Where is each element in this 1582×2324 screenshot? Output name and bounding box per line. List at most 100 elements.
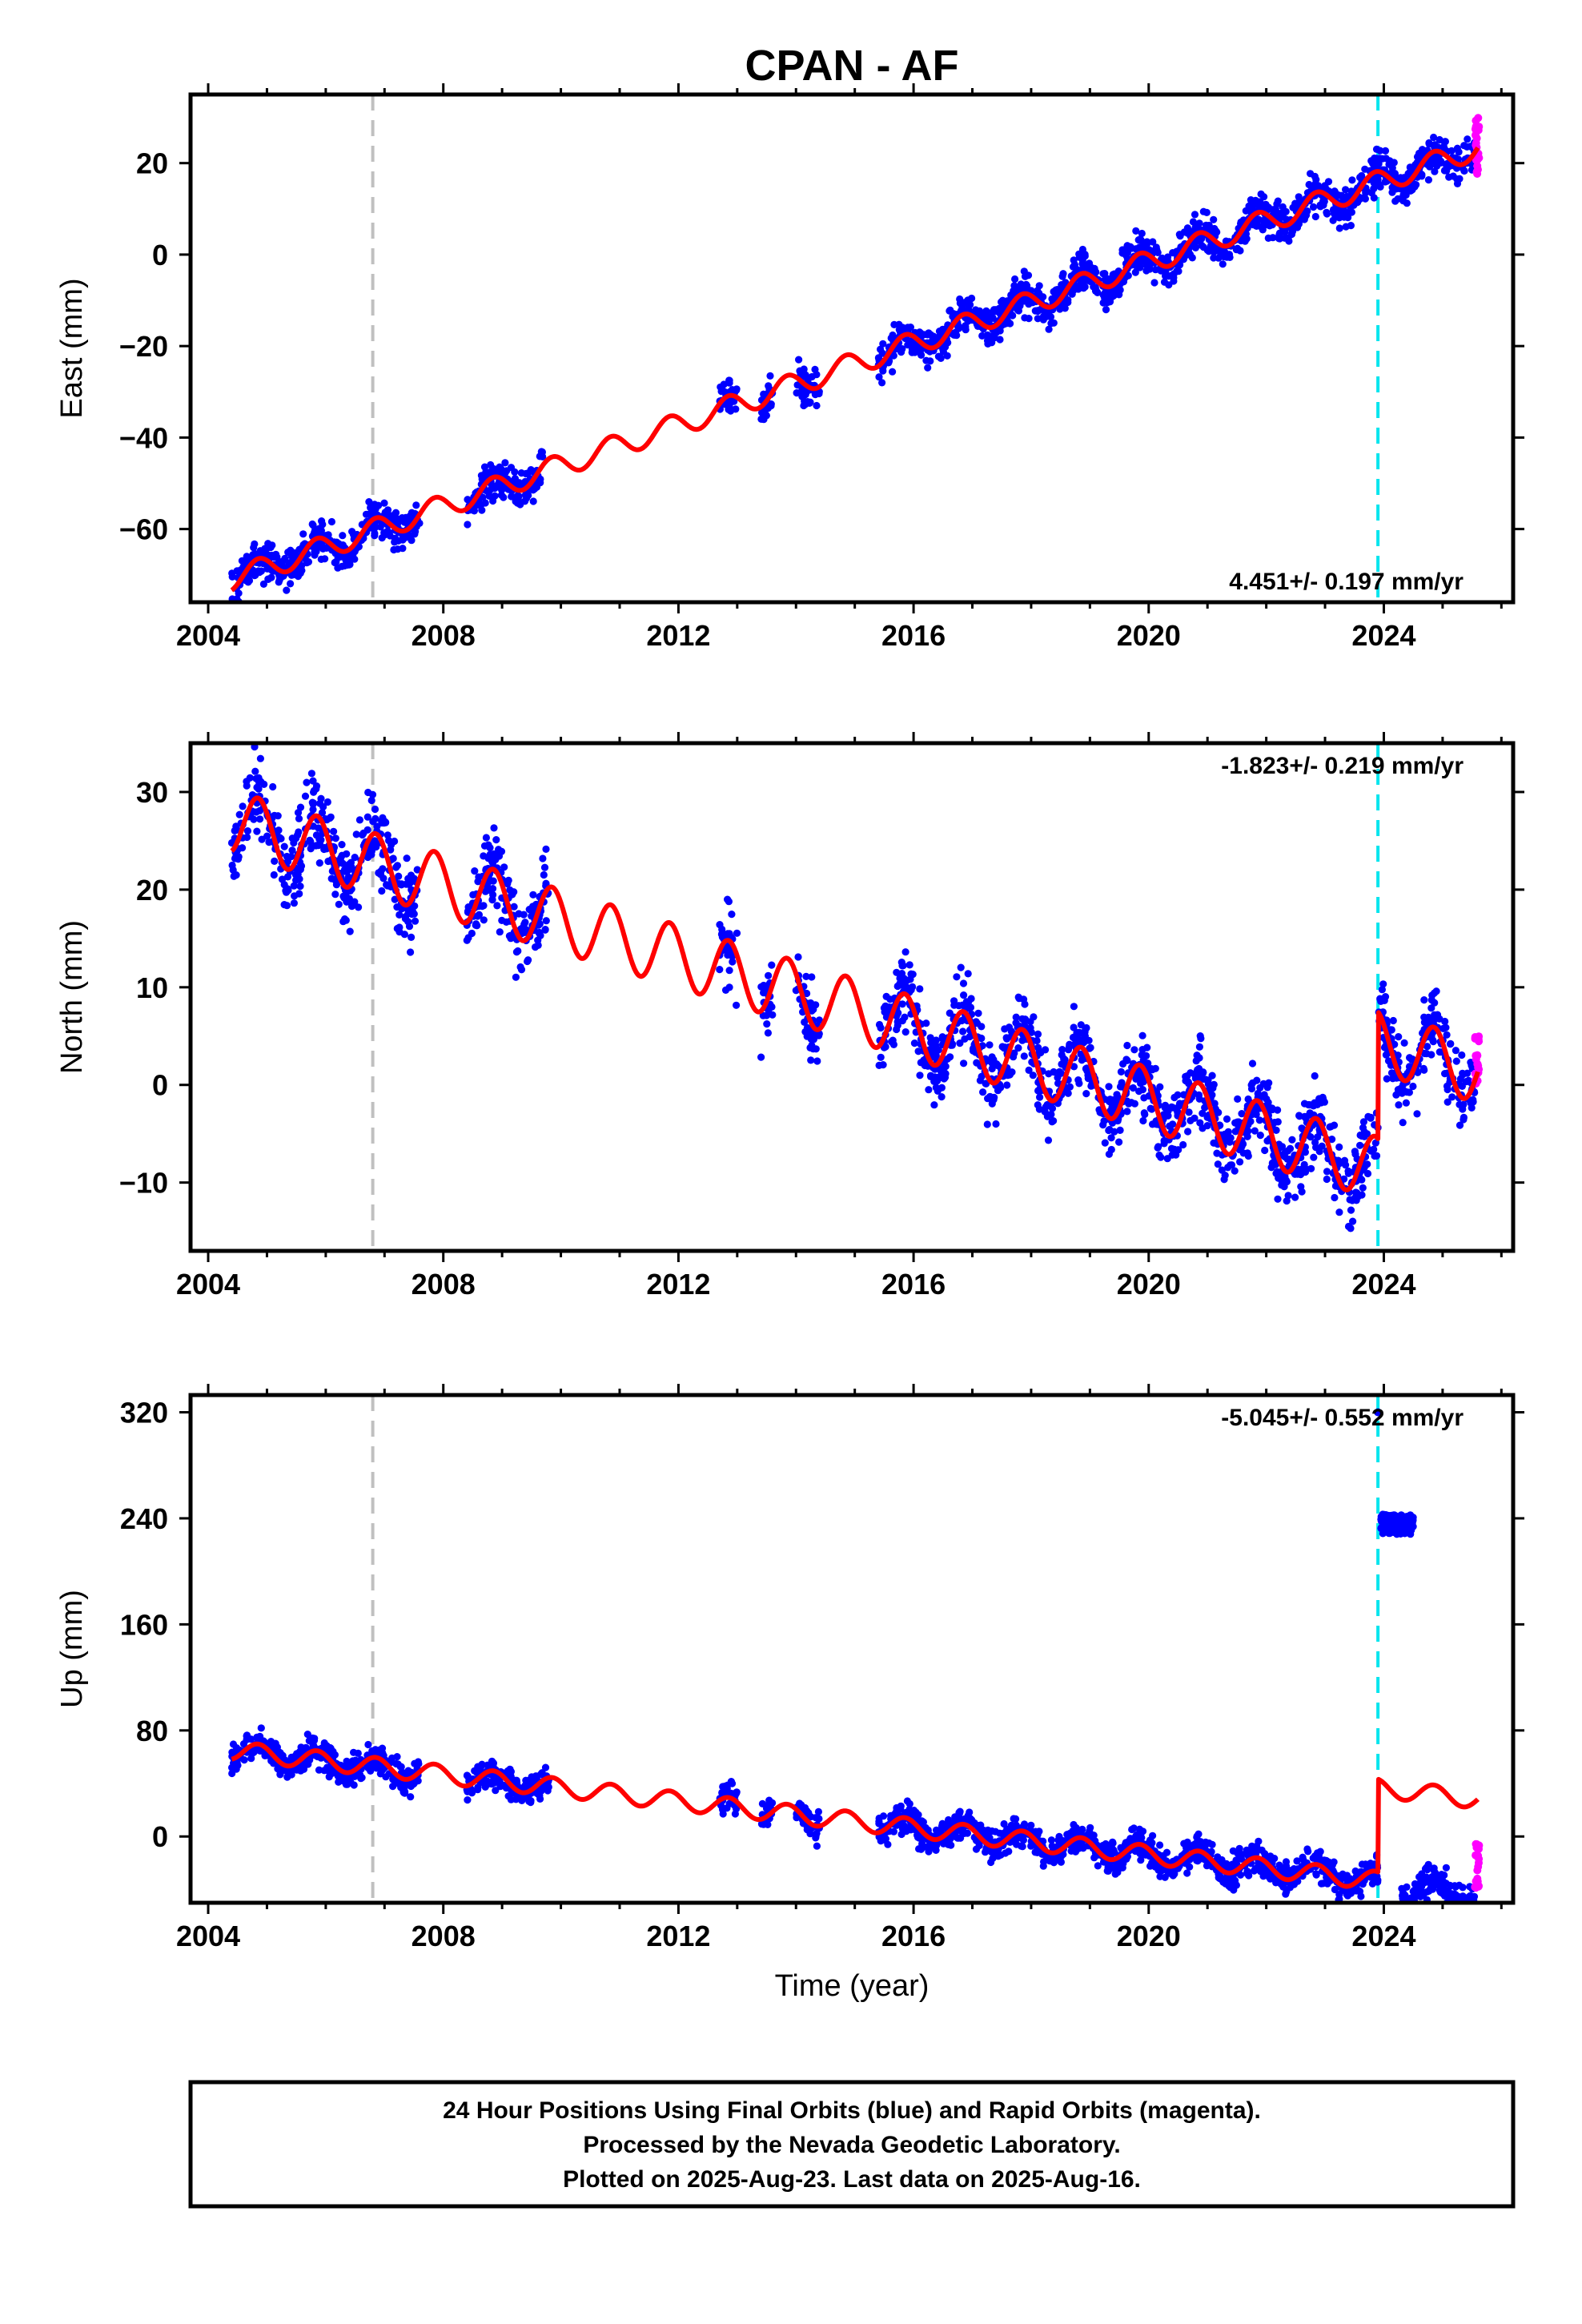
data-point bbox=[1234, 244, 1242, 252]
data-point bbox=[264, 575, 272, 584]
east-panel: 2004 2008 2012 2016 2020 2024−60−40−20020East… bbox=[55, 83, 1524, 652]
data-point bbox=[338, 1776, 346, 1784]
east-rapid-orbit-points bbox=[1471, 114, 1484, 178]
data-point bbox=[1215, 254, 1223, 262]
east-frame bbox=[188, 92, 1516, 605]
data-point bbox=[973, 1059, 981, 1067]
data-point bbox=[1307, 1133, 1315, 1141]
data-point bbox=[1274, 1195, 1282, 1203]
data-point bbox=[483, 1777, 491, 1785]
data-point bbox=[716, 921, 724, 929]
data-point bbox=[893, 1018, 901, 1026]
data-point bbox=[251, 540, 259, 549]
data-point bbox=[1281, 227, 1289, 236]
data-point bbox=[1301, 1148, 1309, 1156]
data-point bbox=[807, 1056, 815, 1064]
data-point bbox=[1226, 1138, 1234, 1146]
data-point bbox=[290, 882, 298, 890]
data-point bbox=[875, 1061, 883, 1069]
data-point bbox=[1328, 1136, 1336, 1144]
data-point bbox=[276, 1770, 284, 1778]
data-point bbox=[899, 982, 907, 990]
data-point bbox=[331, 834, 339, 842]
data-point bbox=[1099, 270, 1107, 278]
data-point bbox=[930, 1101, 938, 1109]
data-point bbox=[1443, 167, 1451, 175]
data-point bbox=[1184, 1128, 1192, 1136]
data-point bbox=[797, 1801, 805, 1809]
data-point bbox=[407, 1793, 415, 1801]
data-point bbox=[320, 845, 328, 854]
data-point bbox=[480, 852, 488, 860]
data-point bbox=[518, 1796, 526, 1804]
data-point bbox=[407, 933, 416, 941]
data-point bbox=[717, 388, 725, 396]
data-point bbox=[1162, 271, 1170, 279]
data-point bbox=[1381, 993, 1390, 1001]
data-point bbox=[542, 917, 550, 925]
data-point bbox=[312, 545, 320, 553]
data-point bbox=[1394, 1051, 1402, 1059]
data-point bbox=[879, 367, 887, 375]
data-point bbox=[1260, 219, 1268, 227]
data-point bbox=[1424, 176, 1432, 184]
data-point bbox=[1427, 1004, 1435, 1012]
data-point bbox=[1282, 207, 1290, 215]
x-tick-label: 2016 bbox=[881, 1268, 946, 1301]
data-point bbox=[1211, 247, 1219, 255]
data-point bbox=[1460, 167, 1468, 175]
north-plot-area bbox=[227, 743, 1484, 1251]
data-point bbox=[232, 822, 240, 830]
data-point bbox=[1283, 1197, 1291, 1205]
data-point bbox=[1362, 189, 1370, 197]
data-point bbox=[1462, 1078, 1470, 1086]
data-point bbox=[1151, 1064, 1159, 1072]
data-point bbox=[269, 782, 277, 791]
data-point bbox=[1223, 1115, 1231, 1123]
data-point bbox=[1008, 1068, 1016, 1076]
data-point bbox=[766, 372, 774, 380]
data-point bbox=[1191, 1114, 1199, 1122]
data-point bbox=[1395, 1101, 1403, 1109]
data-point bbox=[1034, 1101, 1042, 1109]
east-model-curve bbox=[230, 146, 1480, 593]
data-point bbox=[983, 336, 992, 344]
data-point bbox=[930, 1047, 938, 1055]
data-point bbox=[966, 1808, 974, 1816]
data-point bbox=[474, 1763, 482, 1771]
data-point bbox=[345, 896, 353, 904]
data-point bbox=[893, 982, 901, 991]
data-point bbox=[1203, 1113, 1211, 1121]
data-point bbox=[303, 778, 311, 786]
data-point bbox=[1452, 1057, 1460, 1065]
data-point bbox=[1214, 1160, 1222, 1168]
data-point bbox=[1443, 159, 1452, 167]
data-point bbox=[1405, 1063, 1414, 1071]
data-point bbox=[542, 845, 550, 853]
data-point bbox=[765, 971, 773, 979]
data-point bbox=[1435, 156, 1443, 164]
data-point bbox=[1378, 986, 1386, 994]
data-point bbox=[1344, 1169, 1352, 1177]
data-point bbox=[359, 830, 367, 839]
data-point bbox=[1012, 1013, 1020, 1021]
data-point bbox=[346, 927, 354, 935]
data-point bbox=[492, 836, 500, 844]
rapid-point bbox=[1471, 1035, 1480, 1043]
data-point bbox=[946, 306, 954, 314]
data-point bbox=[367, 850, 375, 858]
data-point bbox=[506, 1765, 514, 1773]
data-point bbox=[406, 948, 415, 956]
data-point bbox=[889, 368, 897, 376]
data-point bbox=[363, 813, 371, 821]
data-point bbox=[1025, 1066, 1033, 1074]
data-point bbox=[898, 345, 906, 353]
data-point bbox=[1323, 1175, 1331, 1184]
data-point bbox=[1210, 215, 1218, 223]
data-point bbox=[243, 1731, 251, 1740]
data-point bbox=[1400, 174, 1408, 182]
data-point bbox=[413, 866, 421, 874]
data-point bbox=[950, 331, 958, 339]
north-y-axis-label: North (mm) bbox=[55, 920, 89, 1074]
